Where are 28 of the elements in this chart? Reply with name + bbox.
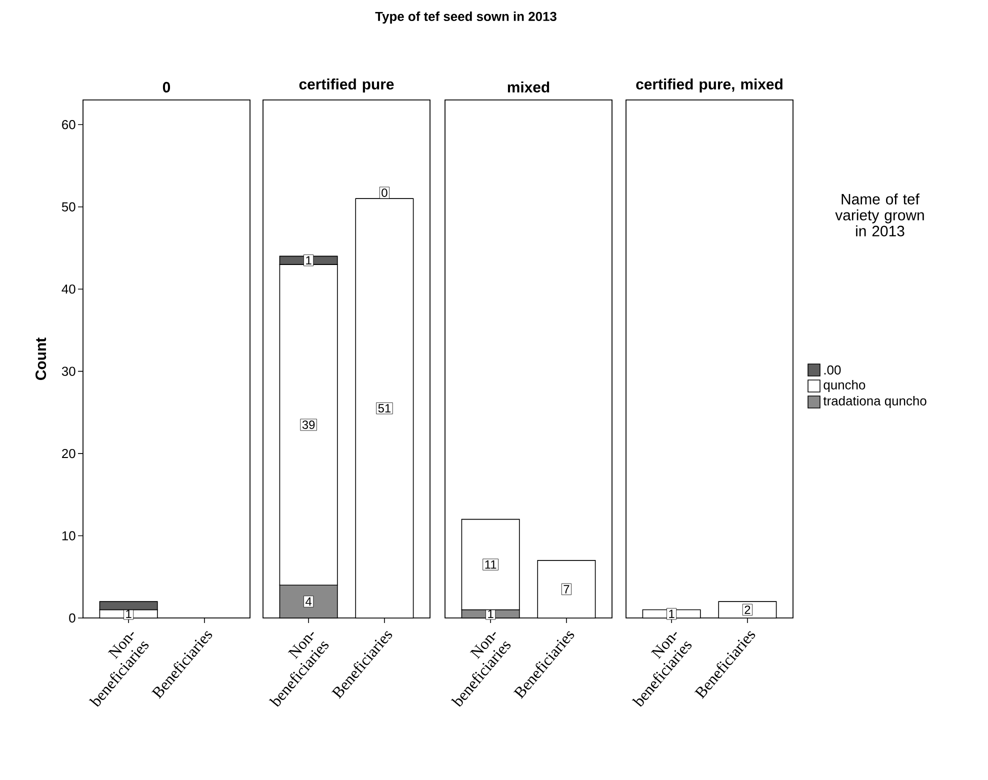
data-label: 0	[382, 188, 388, 197]
data-label: 1	[126, 610, 132, 618]
legend-label: tradationa quncho	[823, 396, 926, 408]
text: Type of tef seed sown in 2013	[375, 12, 556, 24]
data-label: 1	[306, 256, 312, 264]
y-tick-label: 30	[62, 366, 76, 376]
legend-title: Name of tef variety grown in 2013	[835, 194, 924, 236]
data-label: 1	[488, 610, 494, 618]
legend-label: quncho	[824, 380, 866, 392]
y-tick-label: 10	[62, 531, 76, 540]
chart-title: mixed	[508, 82, 550, 92]
data-label: 4	[306, 597, 312, 606]
y-tick-label: 20	[62, 448, 76, 458]
y-tick-label: 60	[62, 120, 76, 130]
chart-title: certified pure	[299, 78, 394, 92]
legend-label: .00	[824, 365, 841, 375]
data-label: 2	[744, 606, 750, 614]
data-label: 51	[378, 404, 391, 412]
data-label: 1	[669, 610, 674, 618]
y-tick-label: 40	[62, 284, 76, 294]
y-tick-label: 0	[69, 613, 76, 623]
chart-title: certified pure, mixed	[636, 78, 782, 92]
data-label: 39	[302, 420, 315, 429]
chart-title: 0	[162, 82, 170, 92]
y-tick-label: 50	[62, 202, 76, 212]
data-label: 7	[564, 585, 570, 594]
y-axis-title: Count	[36, 338, 46, 380]
data-label: 11	[485, 560, 496, 569]
